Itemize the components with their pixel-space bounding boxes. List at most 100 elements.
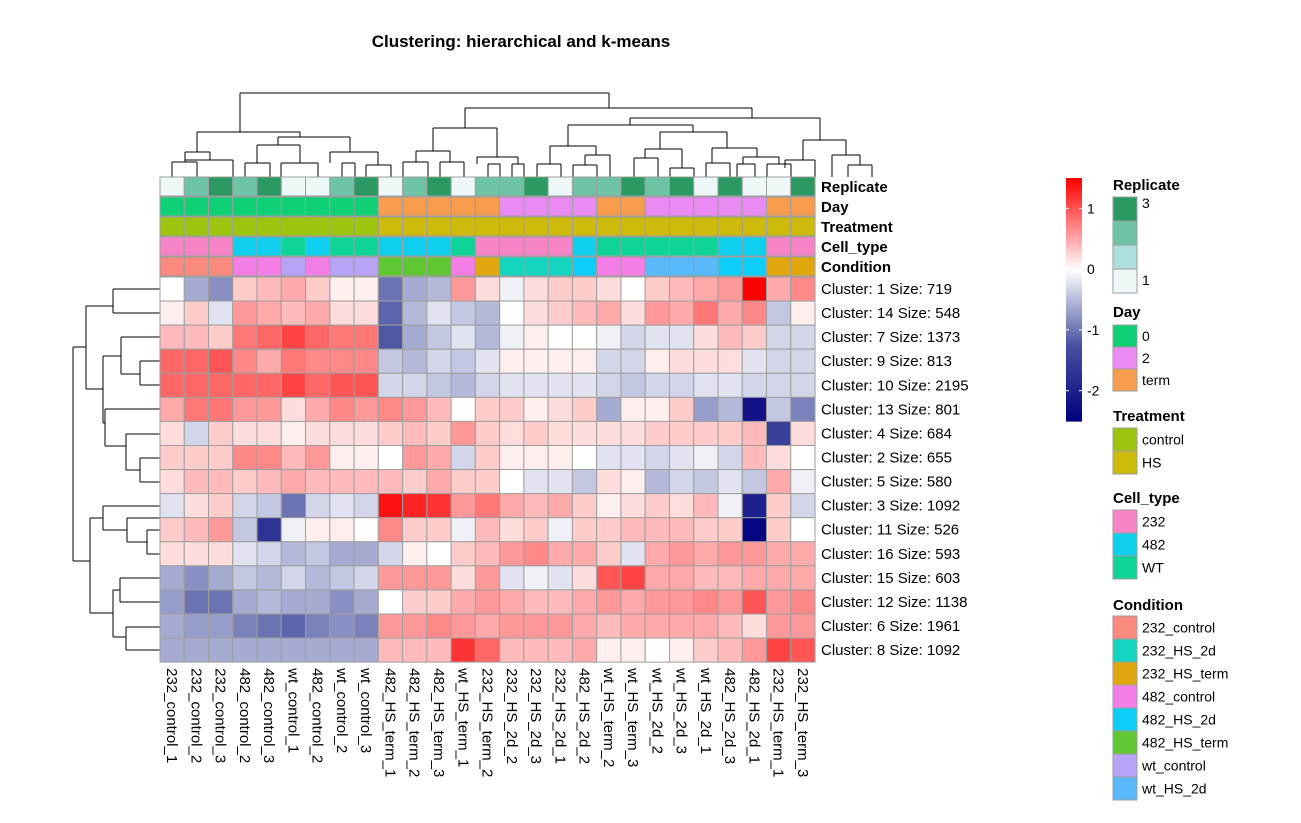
heatmap-cell <box>717 276 743 302</box>
legend-swatch <box>1112 532 1138 557</box>
annotation-cell <box>693 256 719 277</box>
annotation-cell <box>426 216 452 237</box>
heatmap-cell <box>693 541 719 567</box>
heatmap-cell <box>377 372 404 398</box>
heatmap-cell <box>377 637 404 663</box>
heatmap-cell <box>523 493 549 519</box>
heatmap-cell <box>523 324 549 350</box>
heatmap-cell <box>208 372 234 398</box>
heatmap-cell <box>766 493 792 519</box>
heatmap-cell <box>208 517 234 543</box>
heatmap-cell <box>232 396 258 422</box>
heatmap-cell <box>741 517 767 543</box>
heatmap-cell <box>377 444 404 471</box>
legend-item-label: wt_HS_2d <box>1141 781 1207 797</box>
color-scale-band <box>1066 226 1082 230</box>
row-label: Cluster: 16 Size: 593 <box>821 546 960 563</box>
heatmap-cell <box>741 420 767 446</box>
annotation-cell <box>353 176 379 197</box>
heatmap-cell <box>571 613 598 639</box>
heatmap-cell <box>644 324 670 350</box>
heatmap-cell <box>208 637 234 663</box>
color-scale-band <box>1066 416 1082 420</box>
annotation-cell <box>668 236 695 257</box>
heatmap-cell <box>159 444 185 471</box>
annotation-cell <box>790 216 816 237</box>
heatmap-cell <box>183 517 210 543</box>
heatmap-cell <box>644 300 670 326</box>
heatmap-cell <box>402 276 428 302</box>
heatmap-cell <box>426 565 452 591</box>
legend-swatch <box>1112 638 1138 663</box>
heatmap-cell <box>644 469 670 495</box>
legend-item-label: 2 <box>1142 350 1150 366</box>
heatmap-cell <box>402 469 428 495</box>
heatmap-cell <box>183 276 210 302</box>
heatmap-cell <box>426 444 452 471</box>
heatmap-cell <box>571 637 598 663</box>
heatmap-cell <box>450 517 476 543</box>
annotation-cell <box>280 196 307 217</box>
heatmap-cell <box>547 324 573 350</box>
color-scale-band <box>1066 230 1082 234</box>
annotation-cell <box>766 236 792 257</box>
legend-item-label: 1 <box>1142 272 1150 288</box>
heatmap-cell <box>596 276 622 302</box>
color-scale-band <box>1066 380 1082 384</box>
annotation-cell <box>766 196 792 217</box>
heatmap-cell <box>256 276 282 302</box>
heatmap-cell <box>717 493 743 519</box>
heatmap-cell <box>159 541 185 567</box>
heatmap-cell <box>329 589 355 615</box>
heatmap-cell <box>547 396 573 422</box>
annotation-cell <box>183 176 210 197</box>
heatmap-cell <box>329 324 355 350</box>
heatmap-cell <box>208 541 234 567</box>
heatmap-cell <box>450 420 476 446</box>
annotation-cell <box>450 176 476 197</box>
heatmap-cell <box>644 637 670 663</box>
heatmap-cell <box>741 348 767 374</box>
heatmap-cell <box>596 444 622 471</box>
heatmap-cell <box>547 493 573 519</box>
color-scale-band <box>1066 410 1082 414</box>
annotation-cell <box>208 196 234 217</box>
heatmap-cell <box>790 396 816 422</box>
heatmap-cell <box>183 541 210 567</box>
legend-item-label: 482_HS_2d <box>1142 712 1216 728</box>
color-scale-band <box>1066 297 1082 301</box>
column-label: 232_HS_term_3 <box>794 668 811 777</box>
color-scale-band <box>1066 263 1082 266</box>
color-scale-band <box>1066 392 1082 396</box>
heatmap-cell <box>208 348 234 374</box>
annotation-cell <box>668 256 695 277</box>
annotation-cell <box>256 216 282 237</box>
heatmap-cell <box>668 637 695 663</box>
heatmap-cell <box>159 589 185 615</box>
color-scale-band <box>1066 178 1082 181</box>
heatmap-cell <box>159 420 185 446</box>
heatmap-cell <box>305 276 331 302</box>
color-scale-band <box>1066 402 1082 406</box>
color-scale-band <box>1066 232 1082 236</box>
row-label: Cluster: 15 Size: 603 <box>821 570 960 587</box>
heatmap-cell <box>766 565 792 591</box>
heatmap-cell <box>474 444 501 471</box>
heatmap-cell <box>208 589 234 615</box>
heatmap-cell <box>256 637 282 663</box>
heatmap-cell <box>571 493 598 519</box>
annotation-cell <box>741 176 767 197</box>
heatmap-cell <box>693 517 719 543</box>
color-scale-band <box>1066 398 1082 402</box>
heatmap-cell <box>474 420 501 446</box>
heatmap-cell <box>280 565 307 591</box>
heatmap-cell <box>280 444 307 471</box>
color-scale-band <box>1066 315 1082 319</box>
heatmap-cell <box>693 589 719 615</box>
heatmap-cell <box>305 469 331 495</box>
heatmap-cell <box>256 300 282 326</box>
heatmap-cell <box>474 348 501 374</box>
heatmap-cell <box>329 493 355 519</box>
heatmap-cell <box>644 541 670 567</box>
heatmap-cell <box>402 613 428 639</box>
